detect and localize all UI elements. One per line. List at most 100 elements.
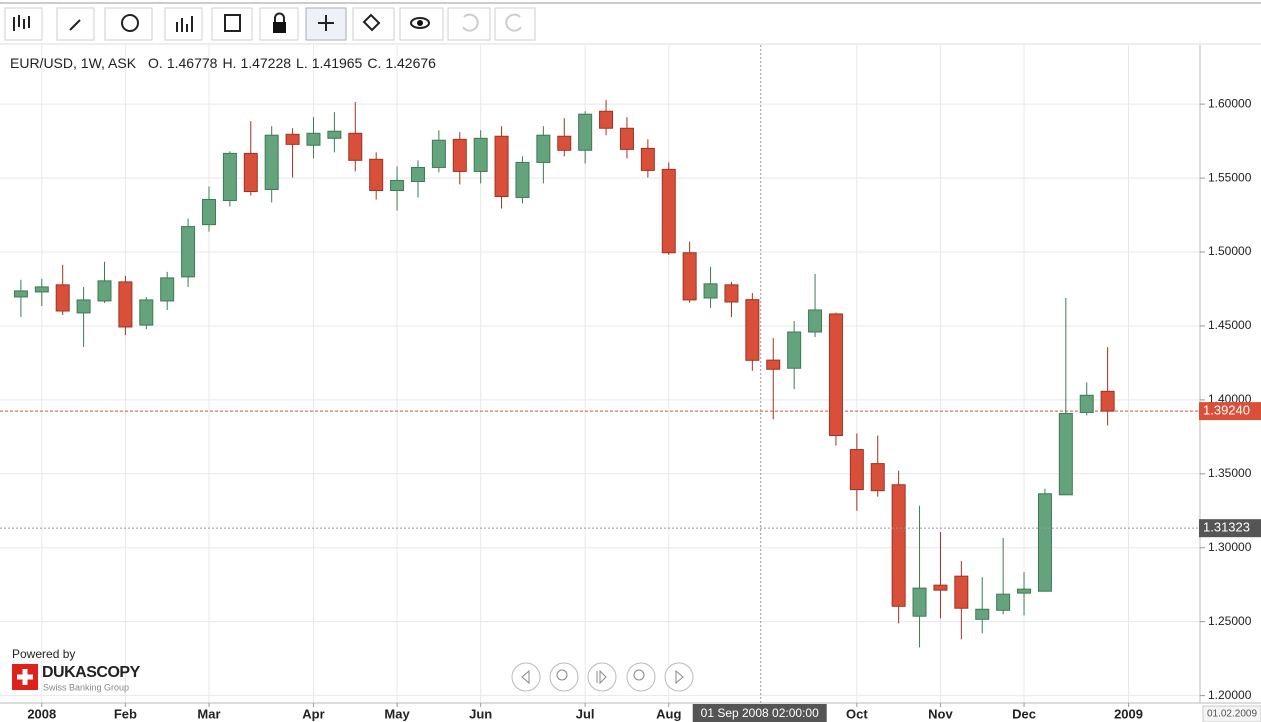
ohlc-value: 1.41965	[312, 55, 363, 71]
chart-header: EUR/USD, 1W, ASK O. 1.46778 H. 1.47228 L. 1.41…	[10, 55, 436, 71]
icon	[675, 669, 684, 685]
logo-cross	[17, 669, 33, 685]
x-tick-label: Feb	[114, 706, 137, 721]
candle-body	[452, 138, 467, 172]
icon	[224, 14, 241, 32]
candle-body	[808, 309, 823, 333]
x-tick-label: Mar	[197, 706, 220, 721]
candle-body	[682, 252, 697, 301]
candle-body	[578, 113, 593, 151]
x-tick-label: 2008	[27, 706, 56, 721]
candle-body	[13, 290, 28, 298]
candle-body	[118, 281, 133, 328]
candle-body	[243, 152, 258, 193]
icon	[410, 17, 430, 29]
x-tick-label: Jul	[576, 706, 595, 721]
candle-body	[327, 130, 342, 139]
candle-body	[996, 593, 1011, 611]
candle-body	[264, 134, 279, 190]
ohlc-value: 1.46778	[167, 55, 218, 71]
candle-body	[619, 127, 634, 150]
zoom-out[interactable]	[549, 662, 579, 692]
ohlc-value: 1.42676	[385, 55, 436, 71]
candle-body	[1058, 412, 1073, 496]
candle-body	[703, 283, 718, 299]
zoom-in[interactable]	[626, 662, 656, 692]
crosshair-x-label: 01 Sep 2008 02:00:00	[701, 706, 819, 720]
candle-body	[766, 359, 781, 370]
candle-body	[97, 280, 112, 302]
candle-body	[285, 133, 300, 145]
candle-body	[494, 135, 509, 198]
y-tick-label: 1.20000	[1208, 688, 1252, 702]
icon	[556, 669, 568, 681]
candle-body	[557, 135, 572, 151]
candle-body	[369, 158, 384, 191]
x-tick-label: Dec	[1012, 706, 1036, 721]
ohlc-label: L.	[296, 55, 308, 71]
ohlc-label: H.	[222, 55, 236, 71]
candle-body	[933, 584, 948, 591]
candle-body	[515, 161, 530, 198]
candle-body	[954, 575, 969, 609]
theme-button[interactable]	[352, 7, 395, 41]
undo-button[interactable]	[447, 7, 491, 41]
icon	[505, 13, 522, 32]
candle-body	[34, 286, 49, 293]
candle-body	[599, 110, 614, 129]
icon	[121, 14, 139, 32]
y-tick-label: 1.55000	[1208, 170, 1252, 184]
candle-body	[891, 484, 906, 607]
candle-body	[1017, 588, 1032, 594]
candle-body	[828, 313, 843, 437]
icon	[13, 15, 30, 31]
candle-body	[181, 226, 196, 278]
y-tick-label: 1.30000	[1208, 540, 1252, 554]
redo-button[interactable]	[494, 7, 536, 41]
icon	[521, 669, 530, 685]
instrument: EUR/USD, 1W, ASK	[10, 55, 137, 71]
y-tick-label: 1.35000	[1208, 466, 1252, 480]
candle-body	[1079, 394, 1094, 413]
info-button[interactable]	[104, 7, 153, 41]
nav-buttons	[511, 662, 694, 692]
crosshair-y-label: 1.31323	[1203, 520, 1250, 535]
price-tag	[1199, 402, 1261, 421]
candle-body	[76, 299, 91, 314]
candle-body	[724, 284, 739, 303]
candle-body	[473, 137, 488, 172]
range-end-label: 01.02.2009	[1207, 709, 1257, 720]
brand-name: DUKASCOPY	[42, 664, 141, 681]
ohlc-value: 1.47228	[240, 55, 291, 71]
reset[interactable]	[587, 662, 617, 692]
scroll-left[interactable]	[511, 662, 541, 692]
ohlc-label: O.	[148, 55, 163, 71]
candle-body	[410, 166, 425, 182]
candle-body	[1037, 493, 1052, 592]
candle-body	[306, 132, 321, 146]
y-tick-label: 1.50000	[1208, 244, 1252, 258]
scroll-right[interactable]	[664, 662, 694, 692]
plot-area	[0, 45, 1200, 703]
candle-body	[849, 449, 864, 491]
indicator-button[interactable]	[164, 7, 203, 41]
icon	[274, 12, 285, 22]
candle-body	[201, 199, 216, 226]
news-button[interactable]	[211, 7, 253, 41]
y-tick-label: 1.25000	[1208, 614, 1252, 628]
price-tag-label: 1.39240	[1203, 403, 1250, 418]
candle-body	[160, 277, 175, 302]
toolbar	[0, 2, 1261, 45]
candle-body	[787, 331, 802, 369]
logo: Powered by DUKASCOPY Swiss Banking Group	[12, 647, 141, 692]
x-tick-label: May	[384, 706, 410, 721]
candle-body	[390, 179, 405, 191]
icon	[273, 22, 286, 33]
icon	[417, 20, 423, 26]
crosshair-x-tag	[692, 704, 827, 722]
candle-body	[661, 168, 676, 254]
icon	[633, 669, 645, 681]
candle-body	[640, 147, 655, 171]
x-tick-label: Aug	[656, 706, 681, 721]
